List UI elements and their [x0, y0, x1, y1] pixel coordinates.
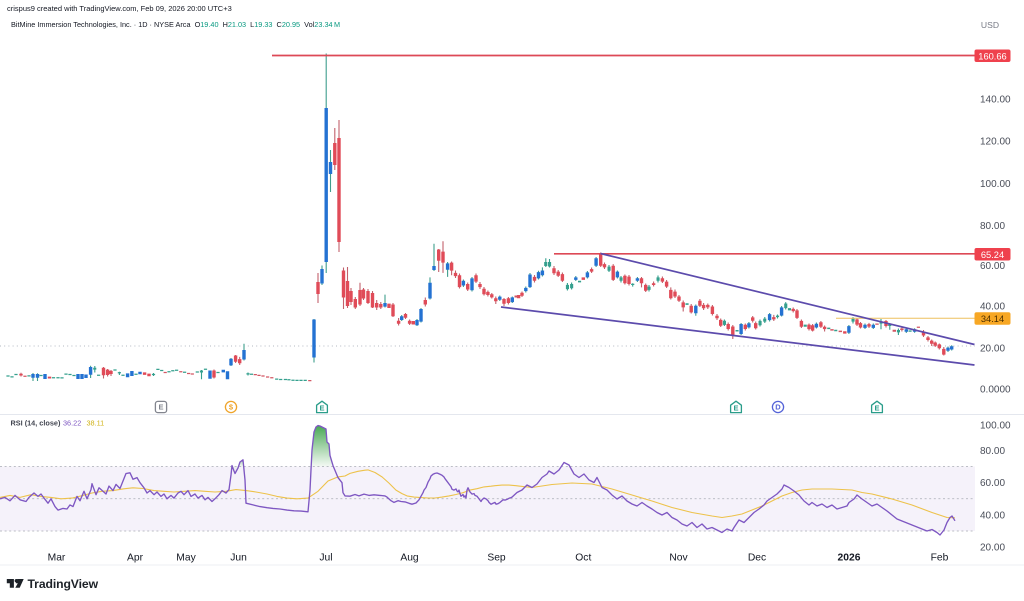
svg-text:65.24: 65.24 [981, 250, 1004, 260]
svg-text:100.00: 100.00 [980, 421, 1011, 432]
svg-text:E: E [874, 403, 879, 412]
svg-text:Nov: Nov [669, 553, 688, 564]
svg-text:160.66: 160.66 [978, 51, 1006, 61]
svg-text:Apr: Apr [127, 553, 144, 564]
svg-text:E: E [319, 403, 324, 412]
svg-text:$: $ [229, 403, 234, 412]
svg-text:Jul: Jul [319, 553, 332, 564]
svg-text:May: May [176, 553, 196, 564]
svg-text:38.11: 38.11 [87, 419, 105, 428]
svg-text:80.00: 80.00 [980, 446, 1005, 457]
svg-text:D: D [775, 403, 781, 412]
svg-text:0.0000: 0.0000 [980, 385, 1011, 396]
svg-text:2026: 2026 [838, 553, 861, 564]
svg-text:36.22: 36.22 [63, 419, 81, 428]
svg-text:Sep: Sep [487, 553, 506, 564]
svg-text:RSI (14, close): RSI (14, close) [11, 419, 61, 428]
svg-text:34.14: 34.14 [981, 314, 1004, 324]
svg-text:BitMine Immersion Technologies: BitMine Immersion Technologies, Inc. · 1… [11, 20, 340, 29]
svg-text:40.00: 40.00 [980, 302, 1005, 313]
svg-text:120.00: 120.00 [980, 137, 1011, 148]
svg-text:20.00: 20.00 [980, 543, 1005, 554]
svg-text:crispus9 created with TradingV: crispus9 created with TradingView.com, F… [7, 4, 232, 13]
svg-text:60.00: 60.00 [980, 261, 1005, 272]
svg-text:Aug: Aug [400, 553, 419, 564]
svg-text:Oct: Oct [575, 553, 591, 564]
svg-text:40.00: 40.00 [980, 511, 1005, 522]
svg-text:Jun: Jun [230, 553, 247, 564]
svg-text:E: E [158, 403, 163, 412]
svg-text:Feb: Feb [931, 553, 949, 564]
svg-text:80.00: 80.00 [980, 221, 1005, 232]
svg-text:20.00: 20.00 [980, 344, 1005, 355]
svg-text:TradingView: TradingView [28, 577, 99, 591]
svg-text:100.00: 100.00 [980, 179, 1011, 190]
svg-text:USD: USD [981, 20, 999, 30]
svg-text:60.00: 60.00 [980, 478, 1005, 489]
svg-text:140.00: 140.00 [980, 95, 1011, 106]
svg-text:Mar: Mar [48, 553, 66, 564]
svg-text:E: E [733, 403, 738, 412]
svg-text:Dec: Dec [748, 553, 766, 564]
